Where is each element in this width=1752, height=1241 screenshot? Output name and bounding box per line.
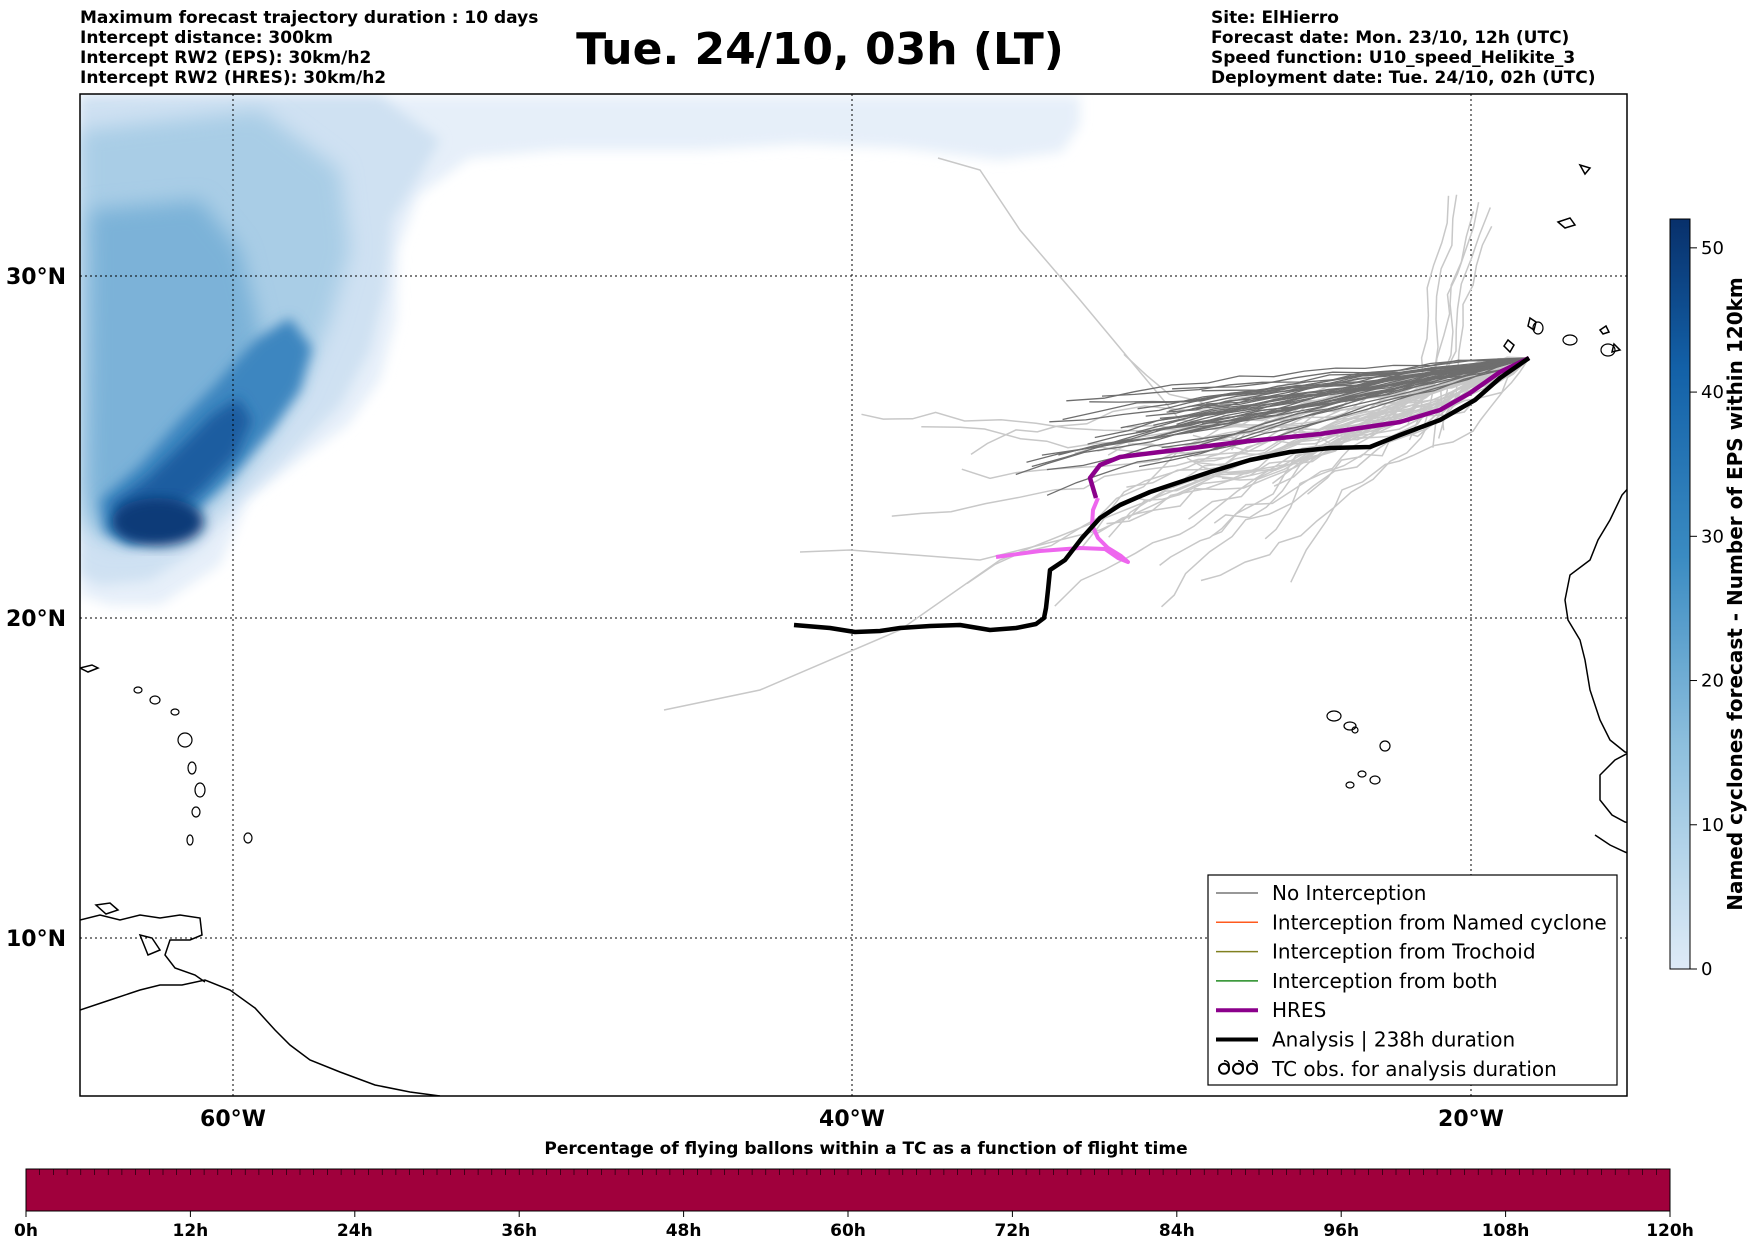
ensemble-trajectory-dark (1135, 357, 1530, 434)
bottom-colorbar-tick-label: 84h (1159, 1221, 1195, 1241)
legend-label: HRES (1272, 998, 1326, 1022)
bottom-colorbar-ticks: 0h 12h 24h 36h 48h 60h 72h 84h 96h 108h 120h (14, 1169, 1694, 1241)
legend-label: No Interception (1272, 881, 1426, 905)
legend-item: HRES (1216, 998, 1326, 1022)
cyclone-icon-arm (1251, 1060, 1258, 1069)
ensemble-trajectory-light (1290, 357, 1530, 583)
ensemble-trajectory-dark (1206, 357, 1530, 453)
ensemble-trajectory-dark (1138, 357, 1530, 468)
cyclone-icon-arm (1237, 1060, 1244, 1069)
legend-item: No Interception (1216, 881, 1426, 905)
hres-trajectory (1087, 355, 1530, 499)
bottom-colorbar-title: Percentage of flying ballons within a TC… (544, 1139, 1187, 1159)
bottom-colorbar-tick-label: 60h (830, 1221, 866, 1241)
legend-label: Interception from both (1272, 969, 1498, 993)
ensemble-trajectory-light (1406, 195, 1450, 426)
bottom-colorbar-tick-label: 0h (14, 1221, 38, 1241)
ensemble-trajectory-light (663, 357, 1530, 711)
speed-function-text: Speed function: U10_speed_Helikite_3 (1211, 48, 1576, 68)
map-frame (79, 93, 1628, 1097)
legend-items: No Interception Interception from Named c… (1216, 881, 1607, 1081)
right-colorbar-tick-label: 50 (1701, 238, 1724, 259)
lon-label-60w: 60°W (200, 1107, 266, 1132)
ensemble-trajectory-dark (1062, 357, 1530, 421)
legend-item: Interception from Named cyclone (1216, 910, 1607, 934)
legend-item: Interception from Trochoid (1216, 940, 1536, 964)
intercept-rw2-eps-text: Intercept RW2 (EPS): 30km/h2 (80, 48, 372, 68)
forecast-date-text: Forecast date: Mon. 23/10, 12h (UTC) (1211, 28, 1570, 48)
right-colorbar-ticks: 50 40 30 20 10 0 (1690, 238, 1724, 980)
page-title: Tue. 24/10, 03h (LT) (576, 24, 1064, 75)
intercept-rw2-hres-text: Intercept RW2 (HRES): 30km/h2 (80, 68, 387, 88)
bottom-colorbar-tick-label: 108h (1482, 1221, 1530, 1241)
lat-label-30n: 30°N (6, 265, 66, 290)
bottom-colorbar-tick-label: 120h (1646, 1221, 1694, 1241)
map-area (80, 94, 1627, 1096)
ensemble-trajectory-dark (1190, 357, 1530, 434)
islands (133, 321, 1616, 846)
bottom-colorbar-tick-label: 96h (1323, 1221, 1359, 1241)
ensemble-trajectory-dark (1046, 357, 1530, 471)
right-colorbar: 50 40 30 20 10 0 Named cyclones forecast - Nu… (1669, 218, 1747, 980)
right-colorbar-tick-label: 10 (1701, 815, 1724, 836)
right-colorbar-tick-label: 20 (1701, 671, 1724, 692)
legend-label: TC obs. for analysis duration (1271, 1057, 1557, 1081)
ensemble-trajectory-light (937, 157, 1530, 431)
cyclone-density-field (80, 96, 1080, 605)
lon-label-20w: 20°W (1438, 1107, 1504, 1132)
header-left-info: Maximum forecast trajectory duration : 1… (80, 8, 538, 88)
intercept-distance-text: Intercept distance: 300km (80, 28, 333, 48)
right-colorbar-tick-label: 30 (1701, 526, 1724, 547)
ensemble-trajectory-light (1441, 207, 1491, 431)
lat-label-20n: 20°N (6, 607, 66, 632)
ensemble-trajectory-dark (1155, 357, 1530, 432)
legend-box (1207, 874, 1618, 1086)
bottom-colorbar-tick-label: 72h (995, 1221, 1031, 1241)
header-right-info: Site: ElHierro Forecast date: Mon. 23/10… (1211, 8, 1596, 88)
analysis-trajectory (793, 356, 1531, 635)
max-trajectory-duration-text: Maximum forecast trajectory duration : 1… (80, 8, 539, 28)
site-text: Site: ElHierro (1211, 8, 1339, 28)
ensemble-trajectory-light (1432, 211, 1475, 448)
ensemble-trajectory-dark (1172, 357, 1530, 390)
right-colorbar-title: Named cyclones forecast - Number of EPS … (1723, 277, 1747, 911)
ensemble-trajectory-light (1189, 357, 1530, 463)
bottom-colorbar-tick-label: 36h (501, 1221, 537, 1241)
legend-label: Interception from Named cyclone (1272, 910, 1607, 934)
deployment-date-text: Deployment date: Tue. 24/10, 02h (UTC) (1211, 68, 1596, 88)
legend-item: Interception from both (1216, 969, 1498, 993)
ensemble-trajectory-light (799, 357, 1530, 561)
ensemble-trajectory-dark (1101, 357, 1530, 397)
legend-label: Analysis | 238h duration (1272, 1028, 1515, 1052)
lon-labels: 60°W 40°W 20°W (200, 1107, 1504, 1132)
lat-labels: 30°N 20°N 10°N (6, 265, 66, 952)
legend-item: Analysis | 238h duration (1216, 1028, 1515, 1052)
bottom-colorbar: Percentage of flying ballons within a TC… (14, 1139, 1694, 1241)
bottom-colorbar-tick-label: 48h (666, 1221, 702, 1241)
ensemble-trajectory-light (1054, 357, 1530, 607)
trajectory-layer (663, 157, 1531, 711)
legend-item: TC obs. for analysis duration (1218, 1057, 1557, 1081)
cyclone-icon-arm (1223, 1060, 1230, 1069)
right-colorbar-ramp (1669, 218, 1691, 970)
coastlines (80, 163, 1627, 1096)
lon-label-40w: 40°W (819, 1107, 885, 1132)
bottom-colorbar-fill (25, 1168, 1671, 1212)
right-colorbar-tick-label: 40 (1701, 382, 1724, 403)
ensemble-trajectory-dark (1046, 357, 1530, 496)
bottom-colorbar-tick-label: 24h (337, 1221, 373, 1241)
legend: No Interception Interception from Named c… (1207, 874, 1618, 1086)
bottom-colorbar-tick-label: 12h (173, 1221, 209, 1241)
lat-label-10n: 10°N (6, 927, 66, 952)
ensemble-trajectory-dark (1159, 357, 1530, 419)
legend-label: Interception from Trochoid (1272, 940, 1536, 964)
right-colorbar-tick-label: 0 (1701, 959, 1712, 980)
ensemble-trajectory-dark (1015, 357, 1530, 476)
ensemble-trajectory-light (1408, 194, 1458, 441)
